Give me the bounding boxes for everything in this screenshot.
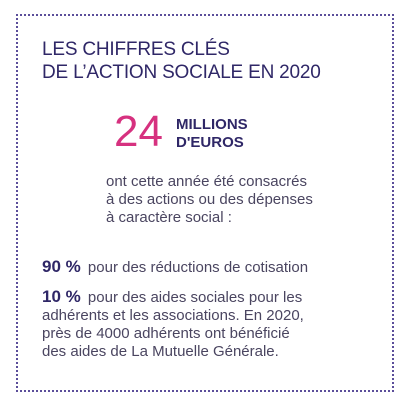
stat-percent: 10 %	[42, 287, 81, 306]
highlight-unit: MILLIONS D'EUROS	[176, 116, 248, 152]
highlight-unit-line-2: D'EUROS	[176, 134, 244, 151]
key-figures-card: LES CHIFFRES CLÉS DE L’ACTION SOCIALE EN…	[16, 14, 394, 392]
stat-percent: 90 %	[42, 257, 81, 276]
description-line-1: ont cette année été consacrés	[106, 173, 307, 190]
stat-text: pour des réductions de cotisation	[87, 259, 309, 276]
stat-social-aid: 10 % pour des aides sociales pour les ad…	[42, 288, 382, 361]
highlight-unit-line-1: MILLIONS	[176, 116, 248, 133]
description-line-3: à caractère social :	[106, 209, 232, 226]
stat-line-3: près de 4000 adhérents ont bénéficié	[42, 325, 290, 342]
stat-text: pour des aides sociales pour les	[87, 289, 303, 306]
stat-contribution-reduction: 90 % pour des réductions de cotisation	[42, 257, 382, 278]
card-title-line-1: LES CHIFFRES CLÉS	[42, 39, 230, 60]
highlight-description: ont cette année été consacrés à des acti…	[106, 173, 386, 227]
card-title: LES CHIFFRES CLÉS DE L’ACTION SOCIALE EN…	[42, 38, 321, 84]
stat-line-4: des aides de La Mutuelle Générale.	[42, 343, 279, 360]
stat-line-2: adhérents et les associations. En 2020,	[42, 307, 304, 324]
description-line-2: à des actions ou des dépenses	[106, 191, 313, 208]
card-title-line-2: DE L’ACTION SOCIALE EN 2020	[42, 62, 321, 83]
stat-line-1: 10 % pour des aides sociales pour les	[42, 288, 382, 307]
highlight-value: 24	[114, 107, 163, 156]
